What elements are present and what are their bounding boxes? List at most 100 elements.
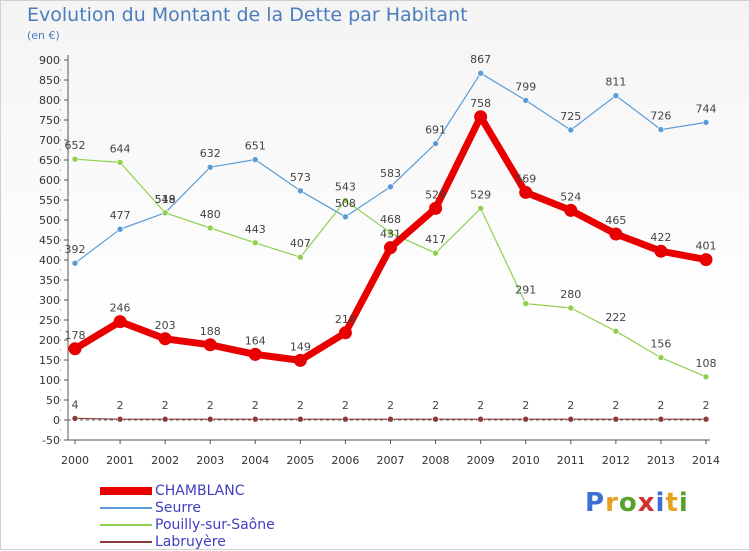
- data-point: [609, 227, 623, 241]
- data-point: [432, 415, 439, 423]
- data-point: [113, 315, 127, 329]
- data-point: [522, 300, 530, 307]
- logo-letter: i: [655, 488, 666, 518]
- data-label: 443: [245, 223, 266, 236]
- logo-letter: i: [678, 488, 689, 518]
- data-point: [432, 249, 439, 257]
- x-tick-label: 2005: [286, 454, 314, 467]
- x-tick-label: 2008: [422, 454, 450, 467]
- x-tick-label: 2009: [467, 454, 495, 467]
- data-label: 291: [515, 284, 536, 297]
- data-point: [567, 304, 575, 312]
- legend-swatch: [100, 541, 152, 543]
- data-point: [477, 205, 484, 212]
- data-label: 465: [605, 214, 626, 227]
- data-point: [477, 69, 484, 77]
- proxiti-logo: Proxiti: [585, 488, 689, 518]
- data-point: [477, 415, 484, 423]
- data-label: 417: [425, 233, 446, 246]
- data-label: 524: [560, 190, 581, 203]
- y-tick-label: 700: [39, 134, 60, 147]
- data-point: [158, 332, 172, 346]
- data-point: [612, 415, 620, 423]
- data-label: 644: [110, 142, 131, 155]
- data-label: 2: [162, 399, 169, 412]
- data-point: [248, 347, 262, 361]
- data-point: [297, 415, 304, 423]
- x-tick-label: 2000: [61, 454, 89, 467]
- data-point: [297, 187, 304, 195]
- y-tick-label: 250: [39, 314, 60, 327]
- y-tick-label: 600: [39, 174, 60, 187]
- data-label: 246: [110, 302, 131, 315]
- x-tick-label: 2003: [196, 454, 224, 467]
- y-tick-label: -50: [42, 434, 60, 447]
- data-label: 2: [612, 399, 619, 412]
- data-label: 477: [110, 209, 131, 222]
- x-tick-label: 2002: [151, 454, 179, 467]
- logo-letter: P: [585, 488, 606, 518]
- data-label: 529: [470, 188, 491, 201]
- data-point: [206, 224, 214, 232]
- y-tick-label: 100: [39, 374, 60, 387]
- data-point: [387, 183, 394, 191]
- data-point: [68, 342, 82, 356]
- data-label: 156: [650, 338, 671, 351]
- data-point: [297, 253, 304, 261]
- y-tick-label: 50: [46, 394, 60, 407]
- data-point: [702, 119, 710, 126]
- data-point: [203, 338, 217, 352]
- data-label: 583: [380, 167, 401, 180]
- data-label: 2: [342, 399, 349, 412]
- data-label: 758: [470, 97, 491, 110]
- y-tick-label: 750: [39, 114, 60, 127]
- y-tick-label: 450: [39, 234, 60, 247]
- data-label: 222: [605, 311, 626, 324]
- logo-letter: t: [665, 488, 679, 518]
- data-label: 811: [605, 76, 626, 89]
- data-label: 2: [477, 399, 484, 412]
- data-label: 2: [432, 399, 439, 412]
- data-point: [342, 197, 349, 204]
- y-tick-label: 650: [39, 154, 60, 167]
- data-label: 203: [155, 319, 176, 332]
- y-tick-label: 800: [39, 94, 60, 107]
- legend-label: CHAMBLANC: [155, 483, 245, 499]
- legend-swatch: [100, 507, 152, 509]
- x-tick-label: 2004: [241, 454, 269, 467]
- legend-label: Pouilly-sur-Saône: [155, 517, 275, 533]
- data-point: [522, 97, 530, 104]
- data-point: [567, 126, 575, 134]
- data-point: [71, 259, 79, 267]
- data-label: 218: [335, 313, 356, 326]
- x-tick-label: 2007: [377, 454, 405, 467]
- data-label: 691: [425, 124, 446, 137]
- logo-letter: o: [618, 488, 638, 518]
- data-point: [71, 415, 79, 422]
- data-label: 280: [560, 288, 581, 301]
- legend-swatch: [100, 524, 152, 526]
- data-point: [387, 415, 394, 423]
- data-label: 2: [522, 399, 529, 412]
- data-point: [342, 213, 349, 221]
- data-point: [612, 92, 620, 99]
- data-label: 651: [245, 140, 266, 153]
- data-point: [612, 327, 620, 335]
- data-point: [251, 239, 259, 247]
- y-tick-label: 200: [39, 334, 60, 347]
- x-tick-label: 2011: [557, 454, 585, 467]
- data-label: 508: [335, 197, 356, 210]
- data-label: 744: [696, 102, 717, 115]
- data-point: [342, 415, 349, 423]
- y-tick-label: 300: [39, 294, 60, 307]
- data-point: [699, 253, 713, 267]
- data-point: [206, 415, 214, 423]
- data-label: 2: [207, 399, 214, 412]
- y-tick-label: 550: [39, 194, 60, 207]
- data-point: [564, 203, 578, 217]
- x-tick-label: 2010: [512, 454, 540, 467]
- data-label: 2: [297, 399, 304, 412]
- data-point: [206, 163, 214, 171]
- y-tick-label: 900: [39, 54, 60, 67]
- data-label: 108: [696, 357, 717, 370]
